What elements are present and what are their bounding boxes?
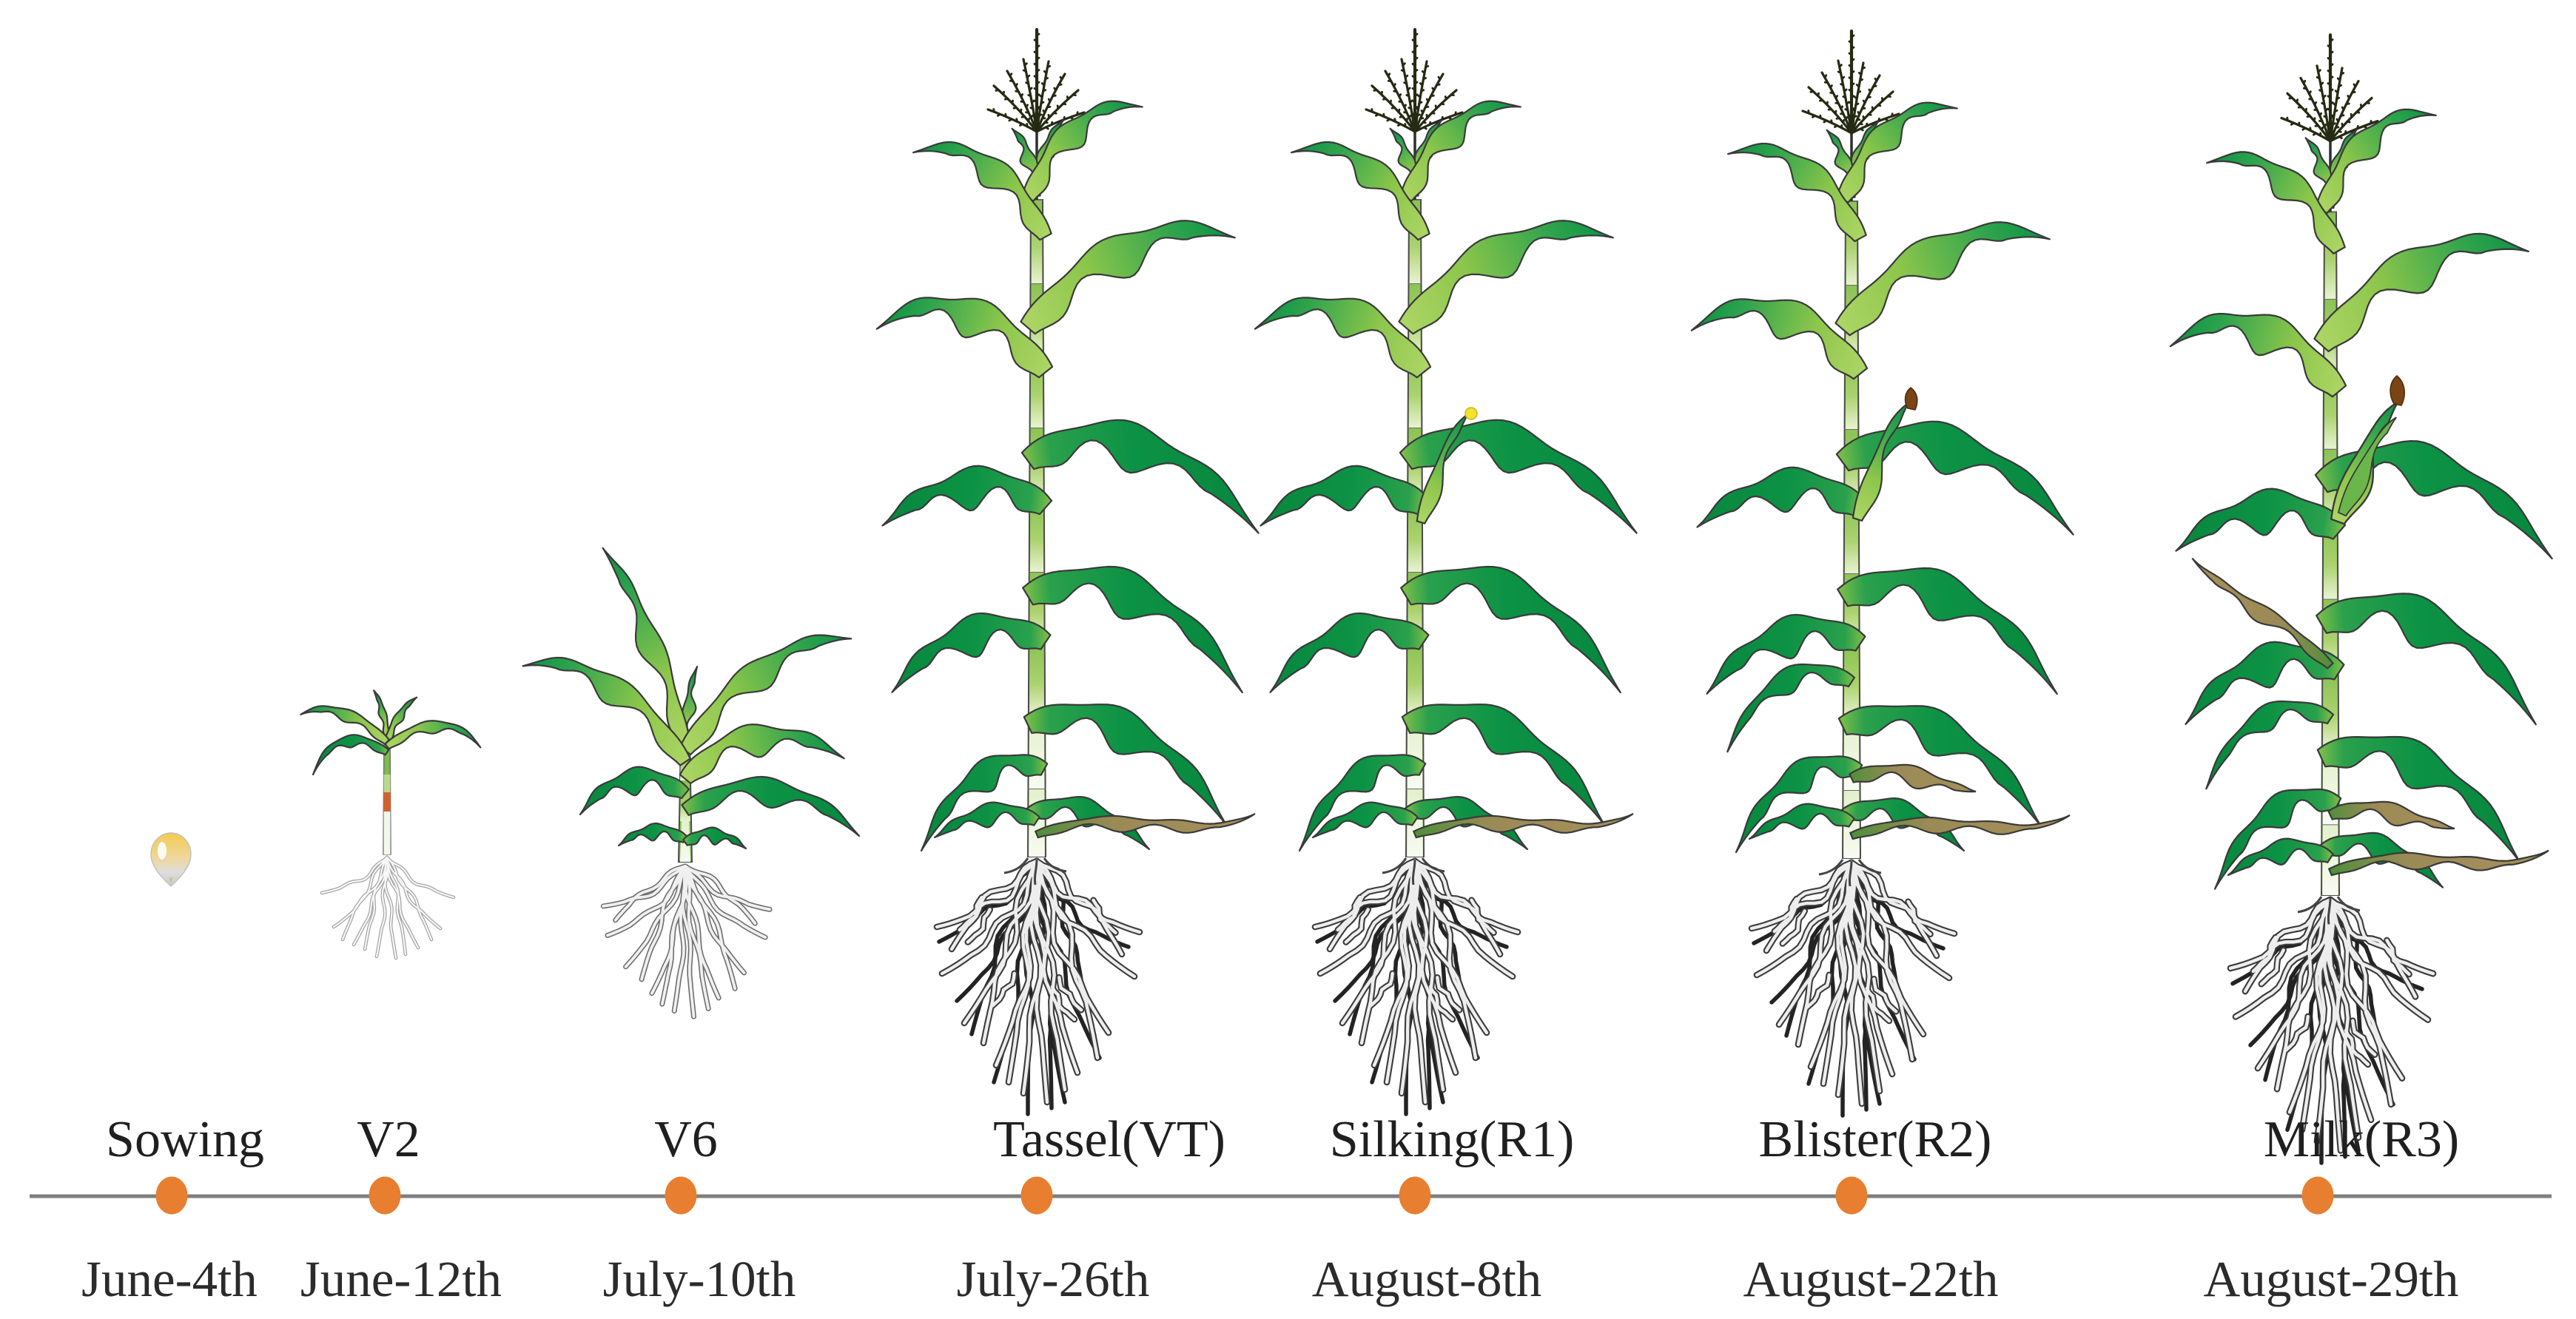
svg-text:Milk(R3): Milk(R3): [2264, 1111, 2459, 1168]
svg-text:Silking(R1): Silking(R1): [1330, 1111, 1575, 1168]
svg-text:June-12th: June-12th: [300, 1251, 502, 1307]
svg-text:August-8th: August-8th: [1312, 1251, 1542, 1307]
svg-text:V6: V6: [654, 1111, 718, 1168]
svg-text:V2: V2: [357, 1111, 420, 1168]
svg-text:June-4th: June-4th: [81, 1251, 258, 1307]
svg-text:July-26th: July-26th: [957, 1251, 1150, 1307]
svg-text:August-22th: August-22th: [1743, 1251, 1999, 1307]
svg-text:August-29th: August-29th: [2204, 1251, 2459, 1307]
svg-text:Sowing: Sowing: [106, 1111, 264, 1168]
svg-text:Blister(R2): Blister(R2): [1759, 1111, 1992, 1168]
svg-text:Tassel(VT): Tassel(VT): [993, 1111, 1225, 1168]
svg-text:July-10th: July-10th: [603, 1251, 796, 1307]
